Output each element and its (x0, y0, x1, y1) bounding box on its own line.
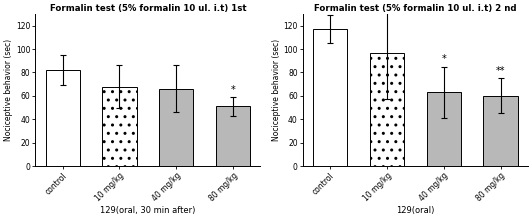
Bar (216, 106, 250, 166)
Title: Formalin test (5% formalin 10 ul. i.t) 1st: Formalin test (5% formalin 10 ul. i.t) 1… (49, 4, 246, 13)
Title: Formalin test (5% formalin 10 ul. i.t) 2 nd: Formalin test (5% formalin 10 ul. i.t) 2… (314, 4, 517, 13)
Bar (313, 29, 347, 166)
Text: *: * (231, 85, 236, 95)
Bar (159, 89, 193, 166)
Bar (370, 53, 404, 166)
Y-axis label: Nociceptive behavior (sec): Nociceptive behavior (sec) (271, 39, 280, 141)
X-axis label: 129(oral): 129(oral) (396, 206, 435, 215)
Bar (46, 70, 80, 166)
X-axis label: 129(oral, 30 min after): 129(oral, 30 min after) (100, 206, 196, 215)
Bar (484, 96, 518, 166)
Y-axis label: Nociceptive behavior (sec): Nociceptive behavior (sec) (4, 39, 13, 141)
Bar (102, 87, 137, 166)
Text: *: * (442, 54, 446, 64)
Text: **: ** (496, 66, 505, 76)
Bar (427, 92, 461, 166)
